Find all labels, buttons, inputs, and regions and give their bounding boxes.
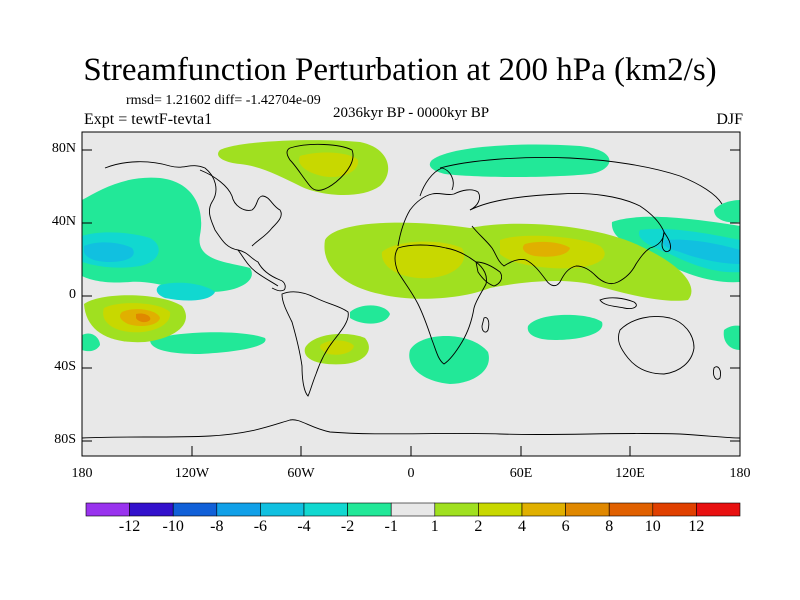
- lon-label-120e: 120E: [615, 466, 645, 481]
- pos-field-southeast-pacific-peak: [136, 313, 151, 323]
- colorbar-label: -8: [210, 518, 224, 535]
- experiment-label: Expt = tewtF-tevta1: [84, 111, 213, 128]
- coastline-japan: [661, 230, 671, 253]
- pos-field-africa-core: [381, 241, 465, 279]
- colorbar-label: 2: [474, 518, 483, 535]
- lon-label-0: 0: [407, 466, 415, 481]
- neg-field-north-atlantic: [82, 202, 112, 225]
- coastline-hudson-bay: [199, 169, 282, 247]
- neg-field-far-northwest-pacific: [714, 200, 740, 223]
- lon-label-120w: 120W: [174, 466, 210, 481]
- colorbar-swatch: [129, 502, 174, 517]
- colorbar-swatch: [390, 502, 436, 517]
- period-label: 2036kyr BP - 0000kyr BP: [332, 105, 490, 121]
- colorbar-label: -1: [384, 518, 398, 535]
- lon-label-180w: 180: [71, 466, 93, 481]
- colorbar-label: -12: [118, 518, 141, 535]
- colorbar-swatch: [696, 502, 741, 517]
- coastline-arabia: [475, 261, 503, 287]
- coastline-africa: [394, 244, 487, 365]
- lat-label-80n: 80N: [51, 141, 76, 156]
- lon-label-60e: 60E: [509, 466, 533, 481]
- contour-fields: [82, 140, 740, 384]
- coastline-north-america: [104, 161, 286, 292]
- pos-field-south-america-core: [320, 340, 354, 355]
- colorbar: [85, 502, 741, 517]
- pos-field-greenland: [218, 140, 389, 196]
- colorbar-label: 12: [688, 518, 705, 535]
- colorbar-swatch: [303, 502, 348, 517]
- lon-label-60w: 60W: [287, 466, 315, 481]
- colorbar-swatch: [216, 502, 261, 517]
- colorbar-swatch: [85, 502, 130, 517]
- colorbar-label: -2: [340, 518, 355, 535]
- colorbar-swatch: [565, 502, 610, 517]
- colorbar-label: 8: [605, 518, 614, 535]
- season-label: DJF: [716, 111, 743, 128]
- neg-field-west-pacific-core: [663, 239, 740, 264]
- colorbar-label: 6: [561, 518, 570, 535]
- neg-field-southeast-pacific-east: [723, 325, 740, 350]
- coastline-greenland: [286, 143, 354, 191]
- coastline-siberia-north: [439, 157, 723, 205]
- coastline-south-america: [281, 291, 349, 397]
- lat-label-40s: 40S: [54, 359, 76, 374]
- colorbar-label: 4: [518, 518, 526, 535]
- coastline-indonesia: [599, 297, 637, 309]
- coastline-new-zealand: [713, 366, 721, 380]
- pos-field-greenland-inner: [299, 152, 359, 178]
- colorbar-swatch: [478, 502, 523, 517]
- neg-field-pacific-tongue: [156, 282, 215, 301]
- coastline-europe: [397, 189, 481, 247]
- coastline-antarctica: [82, 419, 740, 439]
- lat-label-80s: 80S: [54, 432, 76, 447]
- lat-label-40n: 40N: [51, 214, 76, 229]
- coastline-scandinavia: [419, 167, 454, 197]
- lon-label-180e: 180: [729, 466, 751, 481]
- coastlines: [82, 143, 740, 439]
- lat-label-0: 0: [69, 287, 76, 302]
- neg-field-core-pacific: [84, 242, 134, 262]
- neg-field-southwest-pacific: [82, 333, 100, 352]
- colorbar-swatch: [260, 502, 305, 517]
- colorbar-swatch: [172, 502, 218, 517]
- neg-field-indian-ocean: [527, 314, 603, 340]
- neg-field-arctic-eurasia: [429, 144, 610, 177]
- colorbar-swatch: [434, 502, 479, 517]
- neg-field-south-atlantic-small: [350, 305, 390, 324]
- coastline-asia: [469, 193, 665, 287]
- chart-title: Streamfunction Perturbation at 200 hPa (…: [83, 52, 717, 88]
- colorbar-swatch: [608, 502, 654, 517]
- axis-ticks: [82, 149, 740, 456]
- colorbar-swatch: [652, 502, 697, 517]
- colorbar-label: 1: [430, 518, 439, 535]
- coastline-madagascar: [481, 317, 490, 333]
- colorbar-swatch: [521, 502, 566, 517]
- colorbar-label: -4: [297, 518, 311, 535]
- colorbar-label: -6: [253, 518, 268, 535]
- coastline-central-america: [237, 249, 279, 287]
- colorbar-label: -10: [162, 518, 184, 535]
- colorbar-swatch: [347, 502, 392, 517]
- neg-field-south-america-east: [150, 332, 266, 354]
- stats-line: rmsd= 1.21602 diff= -1.42704e-09: [126, 93, 321, 108]
- coastline-australia: [617, 316, 695, 375]
- pos-field-asia-peak: [522, 241, 570, 257]
- colorbar-label: 10: [644, 518, 661, 535]
